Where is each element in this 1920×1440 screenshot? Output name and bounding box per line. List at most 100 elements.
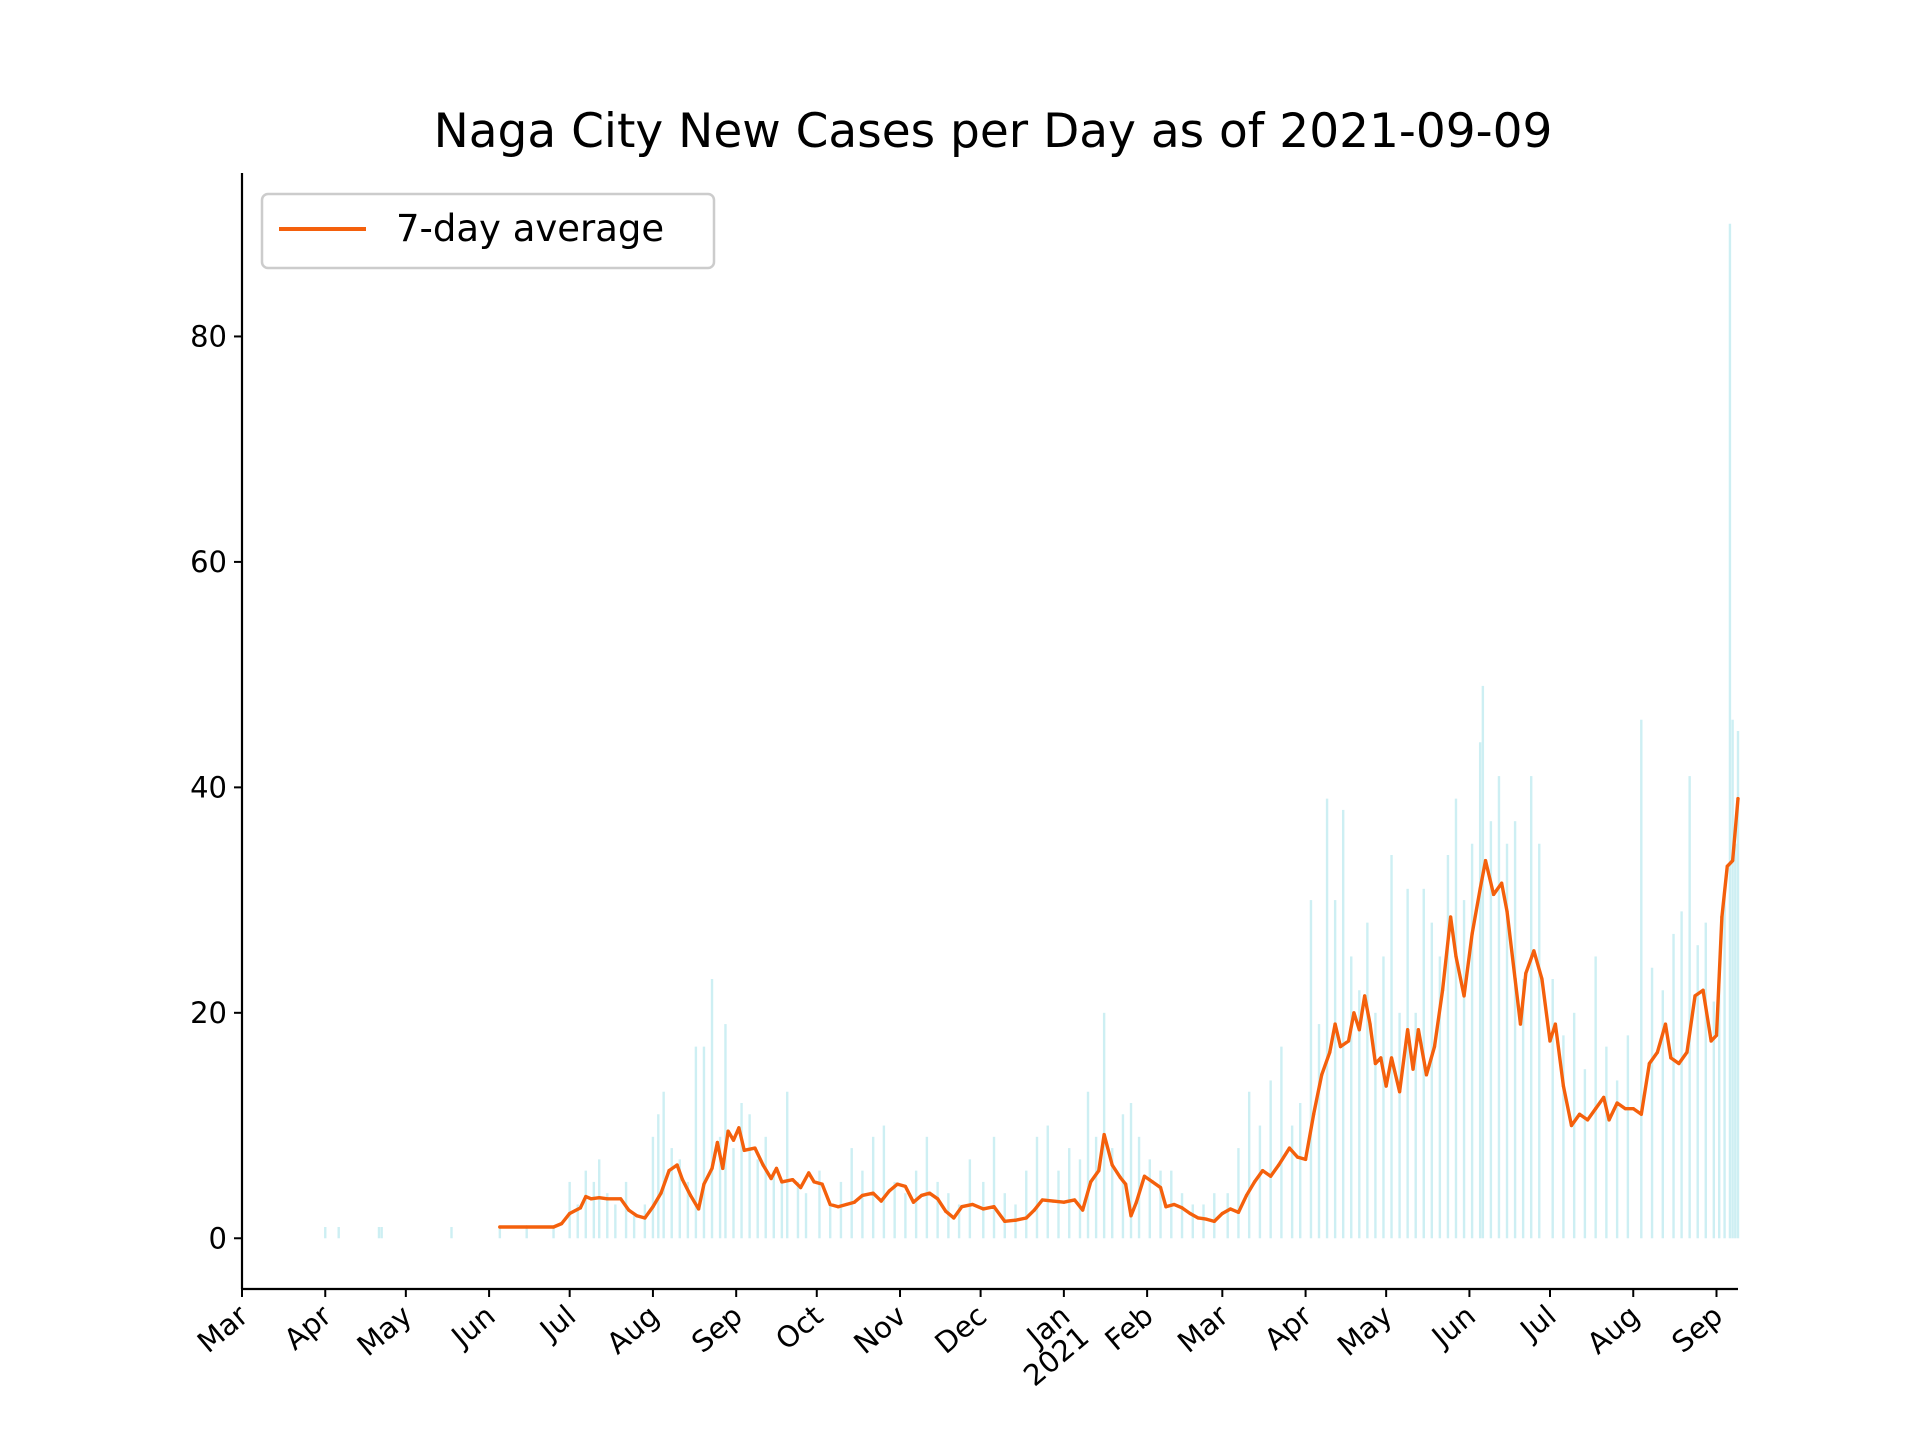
average-point xyxy=(895,1182,899,1186)
daily-bar xyxy=(1505,843,1509,1239)
average-point xyxy=(1032,1208,1036,1212)
average-point xyxy=(807,1171,811,1175)
average-point xyxy=(1352,1011,1356,1015)
daily-bar xyxy=(756,1159,759,1239)
average-point xyxy=(1013,1218,1018,1222)
daily-bar xyxy=(1129,1103,1133,1239)
average-point xyxy=(1478,887,1482,891)
daily-bar xyxy=(1358,990,1361,1239)
average-point xyxy=(688,1193,693,1198)
average-point xyxy=(992,1205,996,1209)
x-tick-label: Aug xyxy=(600,1298,665,1360)
daily-bar xyxy=(1529,776,1533,1239)
daily-bar xyxy=(871,1136,875,1239)
average-point xyxy=(1373,1061,1378,1066)
average-point xyxy=(1333,1022,1337,1026)
daily-bar xyxy=(1672,933,1675,1239)
average-point xyxy=(1040,1198,1044,1202)
daily-bar xyxy=(1309,900,1313,1239)
axes xyxy=(240,173,1738,1291)
average-point xyxy=(1677,1061,1681,1066)
average-point xyxy=(1424,1073,1429,1077)
average-point xyxy=(1118,1175,1122,1179)
average-point xyxy=(1561,1084,1566,1088)
daily-bar xyxy=(1430,922,1434,1239)
daily-bar xyxy=(1159,1170,1162,1239)
daily-bar xyxy=(632,1215,636,1239)
daily-bar xyxy=(584,1170,587,1239)
daily-bar xyxy=(651,1136,655,1239)
daily-bar xyxy=(1640,719,1643,1239)
daily-bar xyxy=(780,1181,784,1239)
average-point xyxy=(860,1193,865,1198)
daily-bar xyxy=(1121,1114,1125,1239)
average-point xyxy=(1073,1198,1077,1202)
x-tick-label: Sep xyxy=(685,1298,749,1359)
average-point xyxy=(1518,1022,1523,1026)
average-point xyxy=(1731,859,1735,863)
average-point xyxy=(952,1216,956,1220)
daily-bar xyxy=(882,1125,886,1239)
daily-bar xyxy=(1454,798,1458,1239)
daily-bar xyxy=(1462,900,1466,1239)
average-point xyxy=(911,1200,916,1204)
daily-bar xyxy=(1341,809,1345,1239)
daily-bar xyxy=(724,1024,727,1239)
average-point xyxy=(790,1178,795,1182)
average-point xyxy=(1196,1216,1200,1220)
average-point xyxy=(1462,994,1466,998)
average-point xyxy=(1585,1118,1590,1122)
average-point xyxy=(584,1194,588,1199)
daily-bar xyxy=(1489,821,1493,1239)
average-point xyxy=(1406,1028,1410,1032)
daily-bar xyxy=(1712,1001,1716,1239)
daily-bar xyxy=(1299,1103,1302,1239)
daily-bar xyxy=(568,1181,571,1239)
x-tick-label: Dec xyxy=(928,1298,993,1360)
average-point xyxy=(1432,1045,1437,1049)
daily-bar xyxy=(968,1159,972,1239)
daily-bar xyxy=(1572,1012,1576,1239)
average-point xyxy=(1346,1039,1351,1043)
average-point xyxy=(1164,1205,1168,1209)
average-point xyxy=(960,1205,964,1209)
average-point xyxy=(1416,1028,1420,1032)
daily-bar xyxy=(1513,821,1517,1239)
daily-bar xyxy=(718,1136,722,1239)
daily-bar xyxy=(1102,1012,1106,1239)
y-ticks: 0 20 40 60 80 xyxy=(190,319,242,1255)
average-point xyxy=(927,1191,932,1195)
average-point xyxy=(1295,1155,1300,1159)
daily-bar xyxy=(1046,1125,1049,1239)
average-point xyxy=(1024,1216,1028,1220)
daily-bar xyxy=(1137,1136,1141,1239)
daily-bar xyxy=(1191,1204,1194,1239)
average-point xyxy=(1725,864,1729,868)
daily-bar xyxy=(592,1181,596,1239)
average-point xyxy=(1709,1039,1713,1043)
average-point xyxy=(1150,1180,1155,1184)
average-point xyxy=(589,1197,593,1201)
average-point xyxy=(852,1200,856,1204)
daily-bar xyxy=(861,1170,864,1239)
average-point xyxy=(551,1225,556,1229)
daily-bar xyxy=(1280,1046,1283,1239)
daily-bar xyxy=(1438,956,1442,1239)
average-point xyxy=(761,1163,765,1167)
daily-bar xyxy=(1350,956,1353,1239)
daily-bar xyxy=(1728,223,1732,1239)
daily-bar xyxy=(380,1227,383,1239)
average-point xyxy=(769,1176,773,1181)
daily-bar xyxy=(1374,1012,1377,1239)
daily-bar xyxy=(1094,1136,1098,1239)
average-point xyxy=(1081,1208,1085,1212)
average-point xyxy=(936,1197,940,1201)
daily-bar xyxy=(710,979,714,1239)
average-point xyxy=(1180,1206,1184,1210)
average-point xyxy=(1142,1174,1147,1178)
daily-bar xyxy=(1213,1193,1216,1239)
daily-bars xyxy=(324,223,1740,1239)
daily-bar xyxy=(337,1227,340,1239)
daily-bar xyxy=(1317,1024,1321,1239)
